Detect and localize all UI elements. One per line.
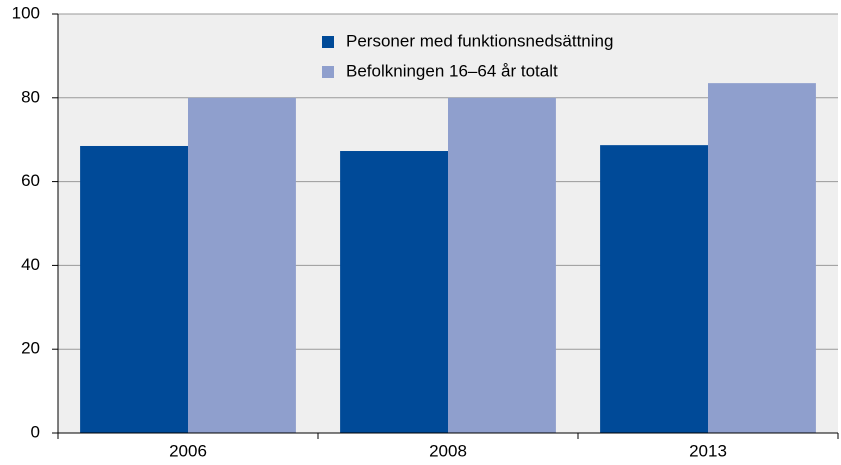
y-tick-label: 40 <box>21 255 40 274</box>
x-tick-label: 2008 <box>429 441 467 460</box>
legend-label: Befolkningen 16–64 år totalt <box>346 61 558 80</box>
y-tick-label: 80 <box>21 87 40 106</box>
bar <box>448 97 556 434</box>
y-tick-label: 60 <box>21 171 40 190</box>
legend-label: Personer med funktionsnedsättning <box>346 31 613 50</box>
y-tick-label: 0 <box>31 422 40 441</box>
bar <box>600 145 708 433</box>
y-tick-label: 20 <box>21 339 40 358</box>
x-tick-label: 2013 <box>689 441 727 460</box>
legend-swatch <box>322 36 334 48</box>
bar <box>80 145 188 434</box>
y-tick-label: 100 <box>12 3 40 22</box>
bar <box>708 83 816 433</box>
bar <box>340 151 448 433</box>
bar <box>188 97 296 434</box>
x-tick-label: 2006 <box>169 441 207 460</box>
legend-swatch <box>322 66 334 78</box>
